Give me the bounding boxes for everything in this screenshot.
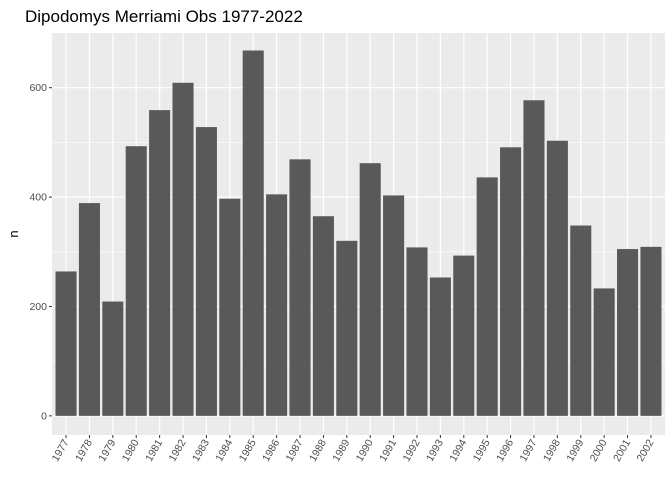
x-tick-label: 1988 xyxy=(307,437,329,463)
bar-1989 xyxy=(336,240,358,416)
x-tick-label: 1995 xyxy=(471,437,493,463)
chart-title: Dipodomys Merriami Obs 1977-2022 xyxy=(25,7,303,26)
bar-1990 xyxy=(359,163,381,416)
bar-1997 xyxy=(523,100,545,416)
x-tick-label: 1989 xyxy=(330,437,352,463)
x-tick-label: 1992 xyxy=(401,437,423,463)
x-tick-label: 1990 xyxy=(354,437,376,463)
bar-1992 xyxy=(406,247,428,416)
bar-1985 xyxy=(242,50,264,416)
bar-1984 xyxy=(219,198,241,416)
bar-1988 xyxy=(312,216,334,416)
bar-1978 xyxy=(78,203,100,416)
x-tick-label: 1998 xyxy=(541,437,563,463)
y-tick-label: 0 xyxy=(41,410,47,422)
x-tick-label: 1982 xyxy=(167,437,189,463)
x-tick-label: 1994 xyxy=(447,437,469,463)
x-tick-label: 1991 xyxy=(377,437,399,463)
y-tick-label: 200 xyxy=(29,301,47,313)
bar-1983 xyxy=(195,127,217,416)
bar-1987 xyxy=(289,159,311,416)
x-tick-label: 1977 xyxy=(50,437,72,463)
x-tick-label: 2000 xyxy=(588,437,610,463)
bar-1996 xyxy=(500,147,522,416)
bar-1977 xyxy=(55,271,77,416)
x-tick-label: 1979 xyxy=(96,437,118,463)
bar-1986 xyxy=(266,194,288,416)
x-tick-label: 1981 xyxy=(143,437,165,463)
x-tick-label: 1978 xyxy=(73,437,95,463)
x-tick-label: 1984 xyxy=(213,437,235,463)
x-tick-label: 1996 xyxy=(494,437,516,463)
bar-2000 xyxy=(593,288,615,416)
bar-1991 xyxy=(383,195,405,416)
bar-1980 xyxy=(125,146,147,416)
x-tick-label: 1986 xyxy=(260,437,282,463)
x-tick-label: 2002 xyxy=(634,437,656,463)
y-axis-title: n xyxy=(6,230,21,237)
y-axis: 0 200 400 600 xyxy=(29,82,52,422)
x-tick-label: 1983 xyxy=(190,437,212,463)
y-tick-label: 400 xyxy=(29,192,47,204)
y-tick-label: 600 xyxy=(29,82,47,94)
bar-2001 xyxy=(617,249,639,416)
bar-1994 xyxy=(453,255,475,416)
bar-1979 xyxy=(102,301,124,416)
bar-2002 xyxy=(640,246,662,416)
bar-1999 xyxy=(570,225,592,416)
x-tick-label: 1985 xyxy=(237,437,259,463)
x-tick-label: 2001 xyxy=(611,437,633,463)
bar-1995 xyxy=(476,177,498,416)
x-tick-label: 1980 xyxy=(120,437,142,463)
x-axis: 1977 1978 1979 1980 1981 1982 1983 1984 1985 1986… xyxy=(50,435,657,464)
x-tick-label: 1999 xyxy=(564,437,586,463)
x-tick-label: 1993 xyxy=(424,437,446,463)
bar-1993 xyxy=(429,277,451,416)
bar-1982 xyxy=(172,82,194,416)
bar-1998 xyxy=(546,140,568,416)
x-tick-label: 1987 xyxy=(284,437,306,463)
bars-group xyxy=(55,50,662,416)
x-tick-label: 1997 xyxy=(518,437,540,463)
bar-1981 xyxy=(149,110,171,416)
